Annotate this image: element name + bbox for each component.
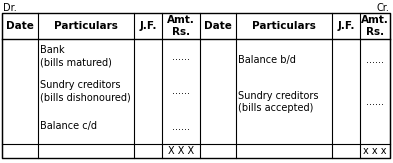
Text: Amt.
Rs.: Amt. Rs.: [361, 15, 389, 37]
Text: Amt.
Rs.: Amt. Rs.: [167, 15, 195, 37]
Text: Bank
(bills matured): Bank (bills matured): [40, 45, 112, 68]
Text: ......: ......: [366, 97, 384, 107]
Text: ......: ......: [172, 121, 190, 132]
Text: Sundry creditors
(bills accepted): Sundry creditors (bills accepted): [238, 91, 318, 113]
Text: J.F.: J.F.: [139, 21, 157, 31]
Text: Date: Date: [204, 21, 232, 31]
Text: x x x: x x x: [364, 146, 387, 156]
Text: Dr.: Dr.: [3, 3, 17, 13]
Text: ......: ......: [172, 87, 190, 96]
Text: Balance b/d: Balance b/d: [238, 55, 296, 65]
Text: Sundry creditors
(bills dishonoured): Sundry creditors (bills dishonoured): [40, 80, 130, 103]
Text: ......: ......: [366, 55, 384, 65]
Text: Balance c/d: Balance c/d: [40, 121, 97, 132]
Text: ......: ......: [172, 52, 190, 61]
Text: J.F.: J.F.: [337, 21, 355, 31]
Text: Date: Date: [6, 21, 34, 31]
Text: Particulars: Particulars: [54, 21, 118, 31]
Text: Particulars: Particulars: [252, 21, 316, 31]
Text: X X X: X X X: [168, 146, 194, 156]
Bar: [2, 13, 390, 158]
Text: Cr.: Cr.: [376, 3, 389, 13]
